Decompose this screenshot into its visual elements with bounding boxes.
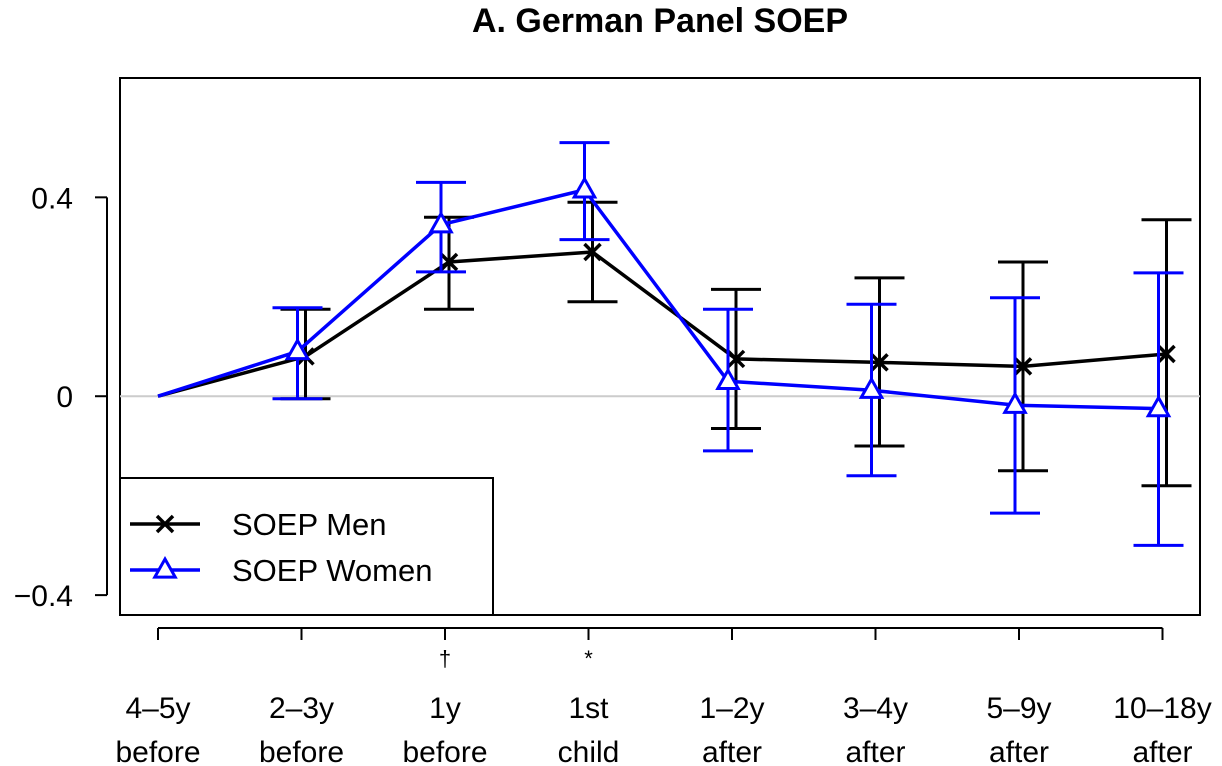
x-tick-label: 2–3y	[269, 692, 334, 725]
chart-title: A. German Panel SOEP	[472, 2, 848, 40]
x-marker	[726, 349, 746, 369]
y-tick-label: 0.4	[31, 182, 73, 215]
x-tick-label-line2: after	[845, 736, 905, 766]
x-tick-label-line2: before	[259, 736, 344, 766]
x-tick-label-line2: after	[1132, 736, 1192, 766]
triangle-marker	[428, 210, 454, 234]
triangle-marker	[152, 555, 178, 579]
significance-mark: †	[439, 646, 451, 671]
series-line	[157, 188, 1159, 411]
series-soep-women	[157, 141, 1184, 547]
x-tick-label: 1–2y	[699, 692, 764, 725]
series-line	[157, 250, 1167, 398]
x-marker	[583, 242, 602, 262]
legend-label: SOEP Women	[232, 553, 432, 588]
x-tick-label: 5–9y	[986, 692, 1051, 725]
x-tick-label: 1y	[429, 692, 461, 725]
x-marker	[1013, 357, 1033, 376]
x-tick-label-line2: after	[989, 736, 1049, 766]
legend-label: SOEP Men	[232, 507, 387, 542]
triangle-marker	[1145, 394, 1172, 418]
triangle-marker	[858, 376, 885, 399]
plot-frame	[119, 77, 1201, 616]
triangle-marker	[1002, 391, 1028, 414]
x-tick-label: 3–4y	[843, 692, 908, 725]
triangle-marker	[571, 175, 598, 199]
x-marker	[870, 353, 889, 372]
x-tick-label: 10–18y	[1113, 692, 1211, 725]
legend-box	[119, 477, 494, 616]
x-tick-label-line2: before	[115, 736, 200, 766]
x-tick-label: 1st	[568, 692, 609, 725]
x-tick-label: 4–5y	[125, 692, 190, 725]
x-tick-label-line2: child	[558, 736, 620, 766]
y-tick-label: 0	[56, 381, 73, 414]
x-marker	[439, 252, 459, 272]
x-marker	[1157, 344, 1176, 364]
triangle-marker	[284, 337, 311, 361]
x-tick-label-line2: after	[702, 736, 762, 766]
y-tick-label: −0.4	[14, 580, 73, 613]
series-soep-men	[157, 200, 1192, 488]
x-tick-label-line2: before	[402, 736, 487, 766]
x-marker	[155, 514, 175, 534]
significance-mark: *	[584, 646, 593, 671]
triangle-marker	[715, 367, 741, 390]
